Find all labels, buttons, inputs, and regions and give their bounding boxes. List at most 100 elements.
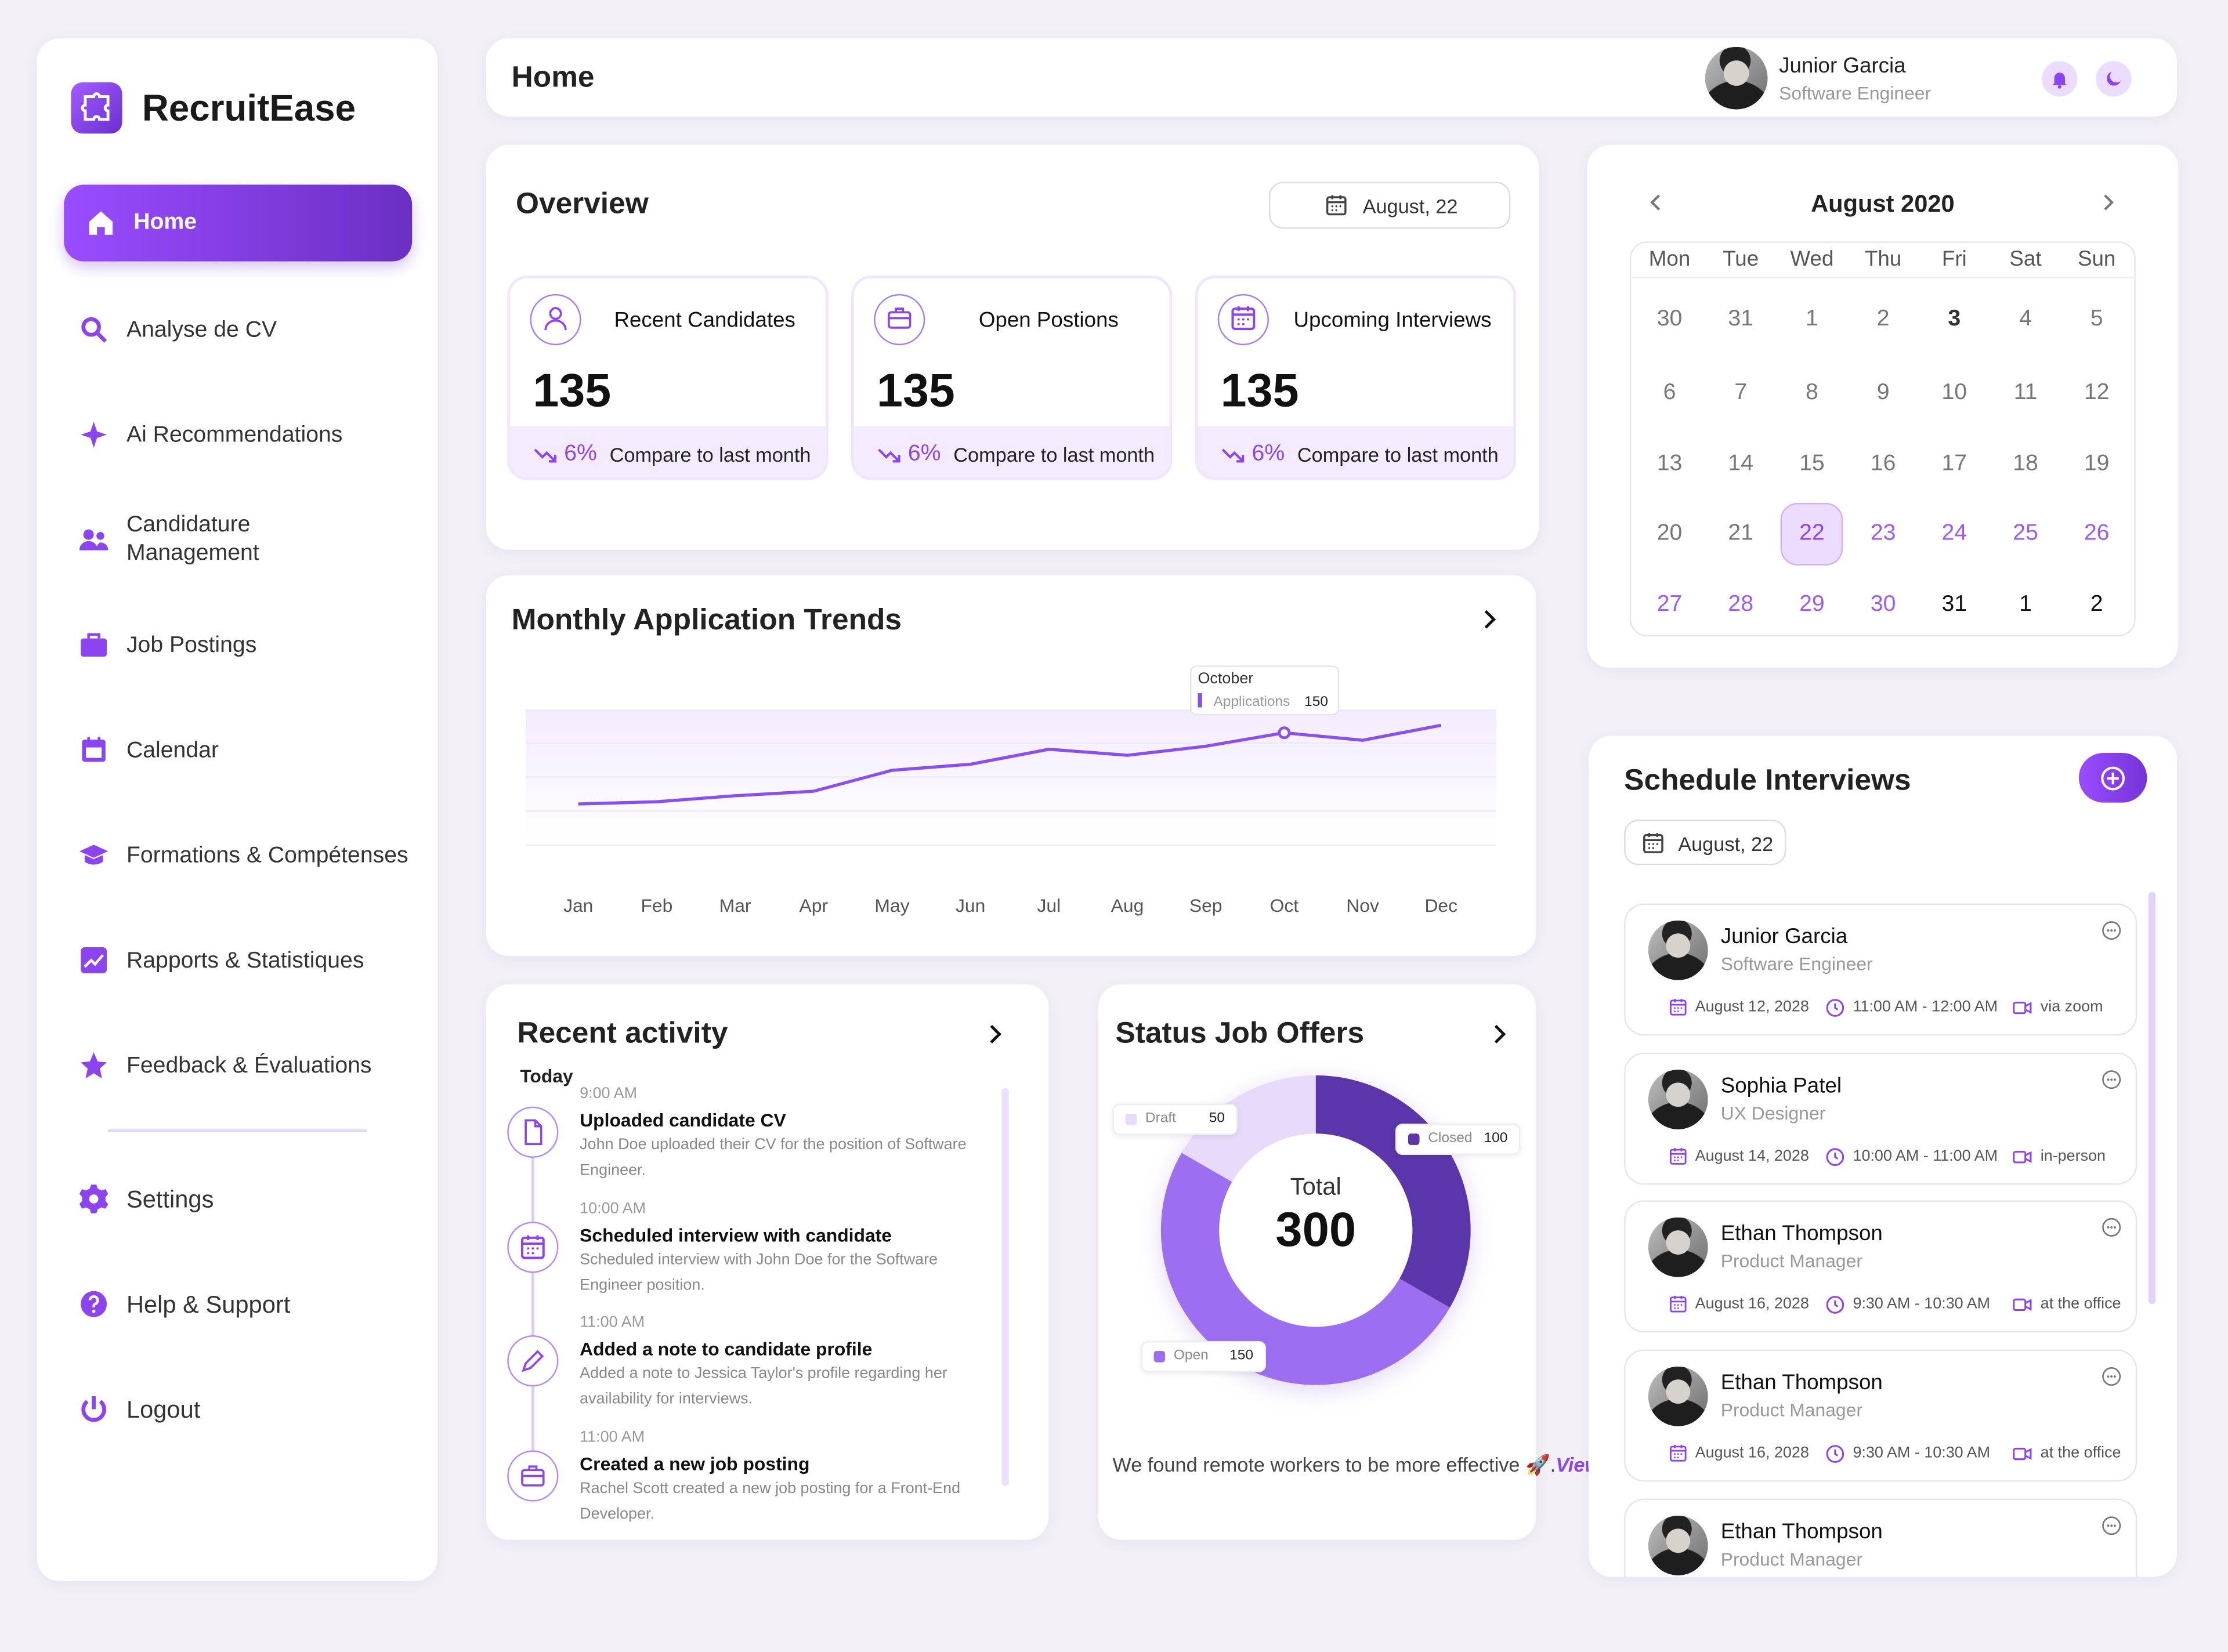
icon — [1669, 999, 1687, 1016]
day[interactable]: 4 — [2019, 306, 2032, 331]
day[interactable]: 8 — [1806, 381, 1818, 405]
day[interactable]: 6 — [1663, 381, 1676, 405]
stat-change: 6% — [564, 441, 597, 466]
nav-item[interactable]: Settings — [64, 1168, 412, 1230]
logo — [71, 82, 122, 134]
nav-item[interactable]: Analyse de CV — [64, 298, 412, 361]
activity-desc: Added a note to Jessica Taylor's profile… — [580, 1365, 947, 1408]
stat-change: 6% — [907, 441, 941, 466]
icon — [1669, 1147, 1687, 1164]
day[interactable]: 13 — [1656, 451, 1683, 476]
user-name: Junior Garcia — [1779, 54, 1906, 78]
x-tick-label: Jul — [1037, 895, 1061, 916]
icon — [2104, 194, 2114, 211]
day[interactable]: 21 — [1728, 521, 1754, 546]
nav-item[interactable]: Candidature Management — [64, 509, 412, 571]
nav-label: Formations & Compétenses — [126, 843, 408, 868]
nav-item[interactable]: Feedback & Évaluations — [64, 1034, 412, 1097]
interview-name: Sophia Patel — [1720, 1073, 1842, 1098]
add-button[interactable] — [2078, 752, 2147, 803]
bell-button[interactable] — [2042, 61, 2078, 97]
total-label: Total — [1290, 1173, 1341, 1201]
day[interactable]: 5 — [2090, 306, 2103, 331]
nav-item[interactable]: Calendar — [64, 719, 412, 781]
day[interactable]: 24 — [1941, 521, 1967, 546]
interview-name: Ethan Thompson — [1720, 1222, 1883, 1247]
day[interactable]: 31 — [1728, 306, 1754, 331]
tooltip — [1190, 665, 1340, 716]
day[interactable]: 23 — [1870, 521, 1896, 546]
nav-item[interactable]: Ai Recommendations — [64, 404, 412, 466]
stat-note: Compare to last month — [609, 443, 811, 466]
day[interactable]: 25 — [2013, 521, 2038, 546]
day[interactable]: 30 — [1870, 592, 1896, 617]
section-title: Status Job Offers — [1115, 1017, 1365, 1050]
donut-chart — [1160, 1075, 1471, 1385]
donut-segment — [1160, 1153, 1450, 1385]
icon — [81, 1396, 106, 1422]
date-chip[interactable]: August, 22 — [1624, 820, 1786, 865]
day[interactable]: 22 — [1799, 521, 1825, 546]
day[interactable]: 28 — [1728, 592, 1754, 617]
logo-icon — [81, 92, 110, 121]
section-title: Monthly Application Trends — [511, 603, 902, 637]
interview-card[interactable]: Ethan Thompson Product Manager August 16, … — [1624, 1201, 2137, 1334]
icon — [1221, 448, 1245, 463]
interview-date: August 16, 2028 — [1695, 1296, 1809, 1313]
donut-hole — [1219, 1133, 1413, 1327]
avatar — [1648, 920, 1708, 980]
tooltip-value: 150 — [1304, 694, 1328, 709]
day[interactable]: 19 — [2084, 451, 2110, 476]
calendar-month: August 2020 — [1811, 190, 1955, 218]
date-button[interactable]: August, 22 — [1268, 182, 1511, 229]
nav-item[interactable]: Rapports & Statistiques — [64, 929, 412, 992]
interview-mode: at the office — [2040, 1444, 2121, 1462]
day[interactable]: 14 — [1728, 451, 1754, 476]
nav-item[interactable]: Formations & Compétenses — [64, 824, 412, 886]
avatar — [1705, 46, 1768, 110]
day[interactable]: 26 — [2084, 521, 2110, 546]
interview-card[interactable]: Sophia Patel UX Designer August 14, 2028 10… — [1624, 1052, 2137, 1184]
day[interactable]: 7 — [1734, 381, 1748, 405]
day[interactable]: 9 — [1876, 381, 1890, 405]
day[interactable]: 29 — [1799, 592, 1825, 617]
stat-icon — [530, 294, 581, 346]
day[interactable]: 11 — [2013, 381, 2038, 405]
day[interactable]: 30 — [1656, 306, 1683, 331]
nav-item[interactable]: Logout — [64, 1378, 412, 1441]
x-tick-label: Dec — [1424, 895, 1457, 916]
day[interactable]: 20 — [1656, 521, 1683, 546]
nav-label: Help & Support — [126, 1291, 291, 1318]
x-tick-label: Nov — [1346, 895, 1379, 916]
header — [486, 38, 2177, 117]
day[interactable]: 15 — [1799, 451, 1825, 476]
activity — [486, 984, 1049, 1540]
day[interactable]: 18 — [2013, 451, 2038, 476]
day[interactable]: 31 — [1941, 592, 1967, 617]
day[interactable]: 10 — [1941, 381, 1967, 405]
interview-time: 9:30 AM - 10:30 AM — [1853, 1296, 1991, 1313]
activity-time: 11:00 AM — [580, 1429, 645, 1447]
day[interactable]: 2 — [1876, 306, 1890, 331]
day[interactable]: 12 — [2084, 381, 2110, 405]
interview-card[interactable]: Ethan Thompson Product Manager — [1624, 1498, 2137, 1577]
day[interactable]: 1 — [1806, 306, 1818, 331]
day[interactable]: 1 — [2019, 592, 2032, 617]
interview-card[interactable]: Junior Garcia Software Engineer August 12,… — [1624, 903, 2137, 1036]
day[interactable]: 3 — [1948, 306, 1961, 331]
day[interactable]: 27 — [1656, 592, 1683, 617]
schedule: Schedule Interviews August, 22 Junior Garc… — [1588, 736, 2177, 1577]
theme-button[interactable] — [2096, 61, 2132, 97]
stat-value: 135 — [877, 363, 955, 416]
legend-chip: Draft 50 — [1112, 1103, 1238, 1135]
day[interactable]: 17 — [1941, 451, 1967, 476]
day[interactable]: 2 — [2090, 592, 2103, 617]
date-label: August, 22 — [1678, 832, 1774, 856]
icon — [81, 633, 107, 657]
nav-item[interactable]: Job Postings — [64, 614, 412, 676]
stat-card: Upcoming Interviews 135 6% Compare to last … — [1195, 276, 1517, 480]
nav-item[interactable]: Help & Support — [64, 1273, 412, 1335]
nav-active[interactable]: Home — [64, 184, 413, 262]
interview-card[interactable]: Ethan Thompson Product Manager August 16, … — [1624, 1349, 2137, 1482]
day[interactable]: 16 — [1870, 451, 1896, 476]
